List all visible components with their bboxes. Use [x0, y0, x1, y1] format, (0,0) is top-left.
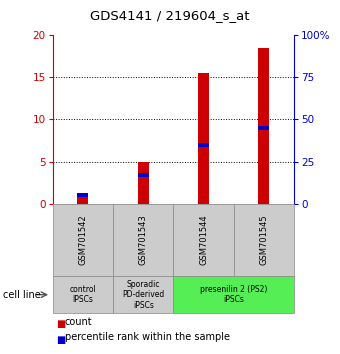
- Bar: [258, 126, 269, 130]
- Text: ■: ■: [56, 335, 65, 345]
- Bar: [138, 161, 149, 204]
- Text: GSM701542: GSM701542: [79, 215, 87, 265]
- Text: presenilin 2 (PS2)
iPSCs: presenilin 2 (PS2) iPSCs: [200, 285, 268, 304]
- Bar: [78, 193, 88, 197]
- Text: GSM701543: GSM701543: [139, 215, 148, 265]
- Text: GDS4141 / 219604_s_at: GDS4141 / 219604_s_at: [90, 9, 250, 22]
- Text: GSM701545: GSM701545: [259, 215, 268, 265]
- Text: GSM701544: GSM701544: [199, 215, 208, 265]
- Bar: [258, 48, 269, 204]
- Text: ■: ■: [56, 319, 65, 329]
- Text: count: count: [65, 317, 92, 327]
- Bar: [78, 195, 88, 204]
- Text: cell line: cell line: [3, 290, 41, 300]
- Text: percentile rank within the sample: percentile rank within the sample: [65, 332, 230, 342]
- Text: control
IPSCs: control IPSCs: [69, 285, 96, 304]
- Text: Sporadic
PD-derived
iPSCs: Sporadic PD-derived iPSCs: [122, 280, 164, 310]
- Bar: [198, 73, 209, 204]
- Bar: [198, 143, 209, 147]
- Bar: [138, 173, 149, 177]
